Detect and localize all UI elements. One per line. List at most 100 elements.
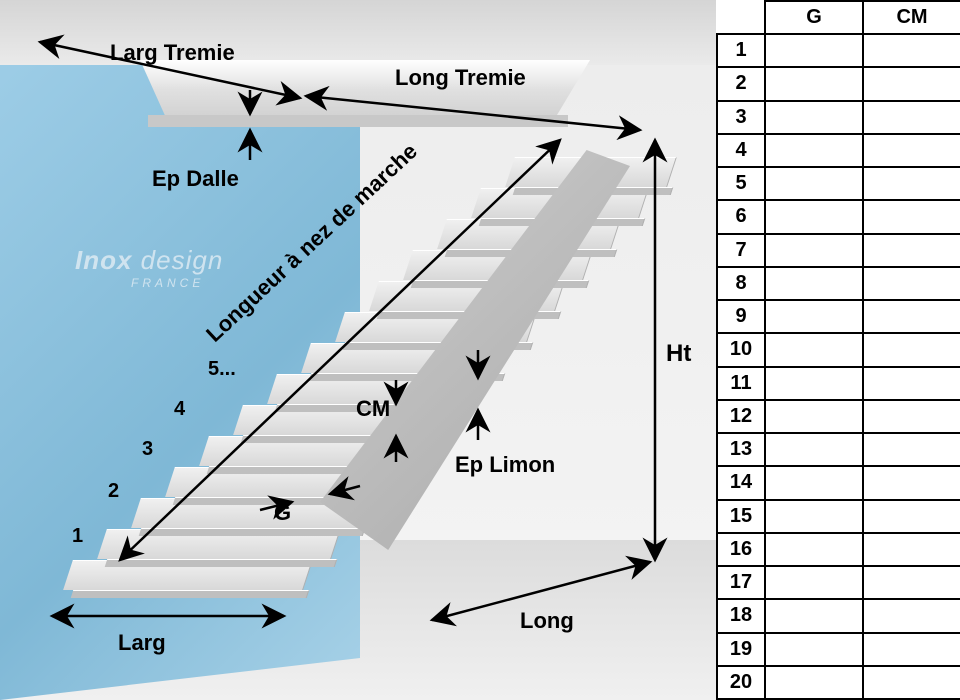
row-number: 18: [717, 599, 765, 632]
cell-g: [765, 34, 863, 67]
cell-cm: [863, 101, 960, 134]
table-row: 13: [717, 433, 960, 466]
row-number: 6: [717, 200, 765, 233]
cell-cm: [863, 599, 960, 632]
cell-g: [765, 599, 863, 632]
table: G CM 1234567891011121314151617181920: [716, 0, 960, 700]
table-header-g: G: [765, 1, 863, 34]
table-row: 2: [717, 67, 960, 100]
row-number: 19: [717, 633, 765, 666]
cell-cm: [863, 533, 960, 566]
row-number: 12: [717, 400, 765, 433]
table-row: 4: [717, 134, 960, 167]
cell-cm: [863, 400, 960, 433]
cell-cm: [863, 234, 960, 267]
cell-cm: [863, 300, 960, 333]
measurements-table: G CM 1234567891011121314151617181920: [716, 0, 960, 700]
cell-cm: [863, 34, 960, 67]
row-number: 1: [717, 34, 765, 67]
watermark-brand1: Inox: [75, 245, 132, 275]
cell-cm: [863, 566, 960, 599]
cell-g: [765, 234, 863, 267]
cell-g: [765, 433, 863, 466]
row-number: 5: [717, 167, 765, 200]
table-row: 19: [717, 633, 960, 666]
cell-g: [765, 466, 863, 499]
cell-cm: [863, 633, 960, 666]
table-row: 20: [717, 666, 960, 699]
row-number: 13: [717, 433, 765, 466]
row-number: 4: [717, 134, 765, 167]
riser: [105, 559, 338, 567]
table-row: 7: [717, 234, 960, 267]
label-larg: Larg: [118, 630, 166, 656]
row-number: 15: [717, 500, 765, 533]
label-long: Long: [520, 608, 574, 634]
label-ht: Ht: [666, 340, 691, 368]
watermark-brand2: design: [132, 245, 223, 275]
step-number-5: 5...: [208, 358, 236, 381]
riser: [71, 590, 310, 598]
cell-g: [765, 300, 863, 333]
table-row: 8: [717, 267, 960, 300]
ceiling: [0, 0, 716, 65]
label-long-tremie: Long Tremie: [395, 65, 526, 91]
cell-cm: [863, 500, 960, 533]
cell-g: [765, 500, 863, 533]
riser: [139, 528, 366, 536]
cell-cm: [863, 200, 960, 233]
row-number: 10: [717, 333, 765, 366]
cell-cm: [863, 134, 960, 167]
row-number: 2: [717, 67, 765, 100]
cell-cm: [863, 367, 960, 400]
cell-g: [765, 633, 863, 666]
cell-g: [765, 200, 863, 233]
label-larg-tremie: Larg Tremie: [110, 40, 235, 66]
row-number: 16: [717, 533, 765, 566]
table-row: 15: [717, 500, 960, 533]
watermark: Inox design FRANCE: [75, 245, 223, 290]
cell-g: [765, 367, 863, 400]
table-row: 16: [717, 533, 960, 566]
staircase-diagram: Inox design FRANCE Larg Tremie Long Trem…: [0, 0, 716, 700]
row-number: 17: [717, 566, 765, 599]
row-number: 11: [717, 367, 765, 400]
table-corner: [717, 1, 765, 34]
table-row: 14: [717, 466, 960, 499]
cell-g: [765, 267, 863, 300]
cell-g: [765, 134, 863, 167]
cell-cm: [863, 67, 960, 100]
row-number: 9: [717, 300, 765, 333]
cell-g: [765, 666, 863, 699]
watermark-brand3: FRANCE: [131, 276, 223, 290]
table-row: 3: [717, 101, 960, 134]
step-number-2: 2: [108, 480, 119, 503]
label-ep-limon: Ep Limon: [455, 452, 555, 478]
table-row: 10: [717, 333, 960, 366]
table-header-cm: CM: [863, 1, 960, 34]
cell-g: [765, 533, 863, 566]
cell-g: [765, 167, 863, 200]
row-number: 3: [717, 101, 765, 134]
cell-cm: [863, 167, 960, 200]
step-number-4: 4: [174, 398, 185, 421]
step-number-1: 1: [72, 525, 83, 548]
label-g: G: [274, 500, 291, 526]
step-number-3: 3: [142, 438, 153, 461]
row-number: 8: [717, 267, 765, 300]
cell-cm: [863, 666, 960, 699]
cell-cm: [863, 433, 960, 466]
table-row: 6: [717, 200, 960, 233]
table-row: 5: [717, 167, 960, 200]
table-row: 1: [717, 34, 960, 67]
cell-g: [765, 566, 863, 599]
row-number: 14: [717, 466, 765, 499]
label-ep-dalle: Ep Dalle: [152, 166, 239, 192]
row-number: 20: [717, 666, 765, 699]
cell-g: [765, 333, 863, 366]
table-row: 11: [717, 367, 960, 400]
cell-g: [765, 400, 863, 433]
cell-g: [765, 101, 863, 134]
cell-cm: [863, 333, 960, 366]
table-row: 17: [717, 566, 960, 599]
